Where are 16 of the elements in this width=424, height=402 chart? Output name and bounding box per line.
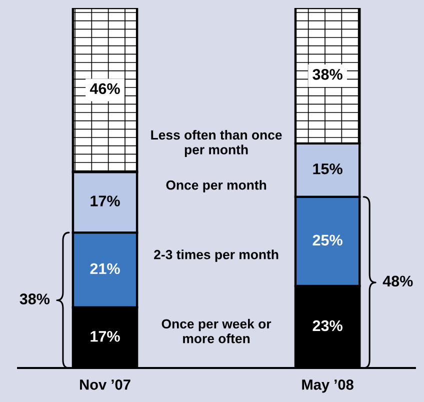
text: Once per month [166,180,266,192]
x-tick-label: May ’08 [302,379,354,393]
data-label: 17% [90,196,120,206]
annotation: 38% [20,294,50,304]
data-label: 17% [90,331,120,342]
data-label: 21% [90,263,120,274]
series-label: 2-3 times per month [154,250,278,262]
series-label: Less often than once per month [151,130,282,157]
data-label: 23% [312,320,342,332]
series-label: Once per week or more often [162,318,272,344]
x-tick-label: Nov ’07 [80,379,130,390]
data-label: 38% [312,69,342,80]
data-label: 15% [313,164,342,174]
data-label: 46% [90,83,120,94]
data-label: 25% [312,234,342,246]
annotation: 48% [382,276,413,287]
